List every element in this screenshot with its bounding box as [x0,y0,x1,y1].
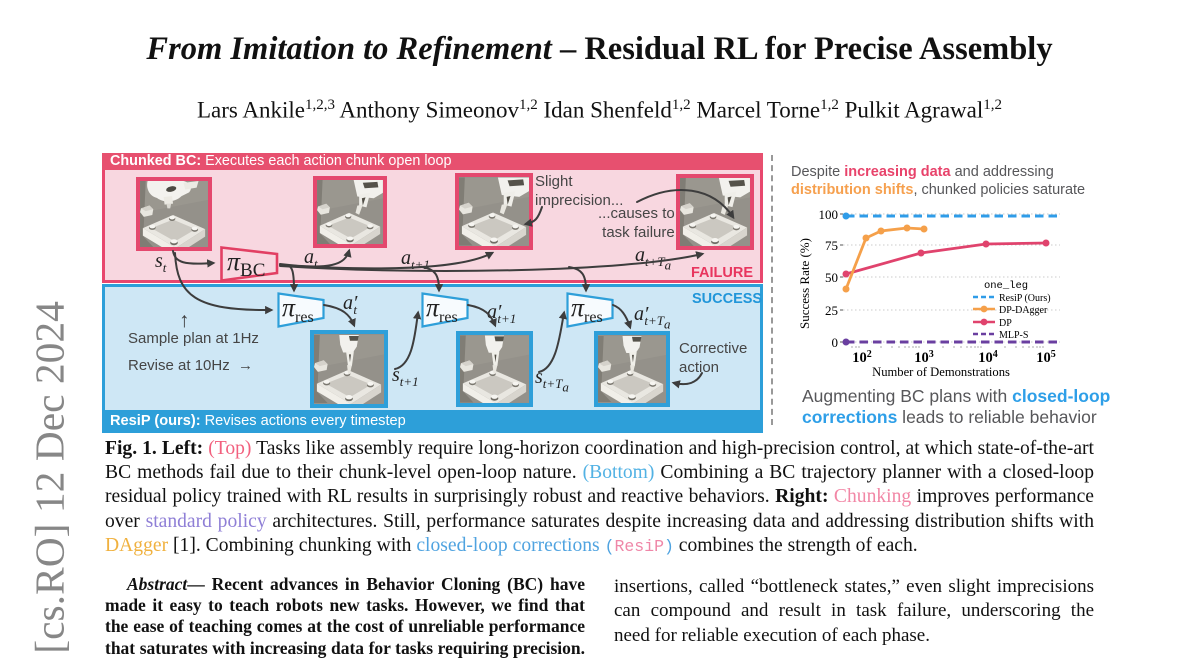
svg-text:ResiP (Ours): ResiP (Ours) [999,293,1051,304]
svg-text:DP-DAgger: DP-DAgger [999,305,1048,316]
svg-text:Success Rate (%): Success Rate (%) [797,238,812,329]
svg-text:104: 104 [978,349,998,366]
svg-text:one_leg: one_leg [984,280,1028,292]
svg-text:MLP-S: MLP-S [999,330,1028,341]
svg-text:Number of Demonstrations: Number of Demonstrations [872,365,1010,379]
svg-text:75: 75 [825,238,838,253]
svg-text:25: 25 [825,303,838,318]
svg-text:0: 0 [832,335,839,350]
svg-text:DP: DP [999,318,1012,329]
svg-text:50: 50 [825,270,838,285]
svg-text:105: 105 [1036,349,1056,366]
svg-text:102: 102 [852,349,872,366]
svg-text:100: 100 [819,207,839,222]
svg-text:103: 103 [914,349,934,366]
